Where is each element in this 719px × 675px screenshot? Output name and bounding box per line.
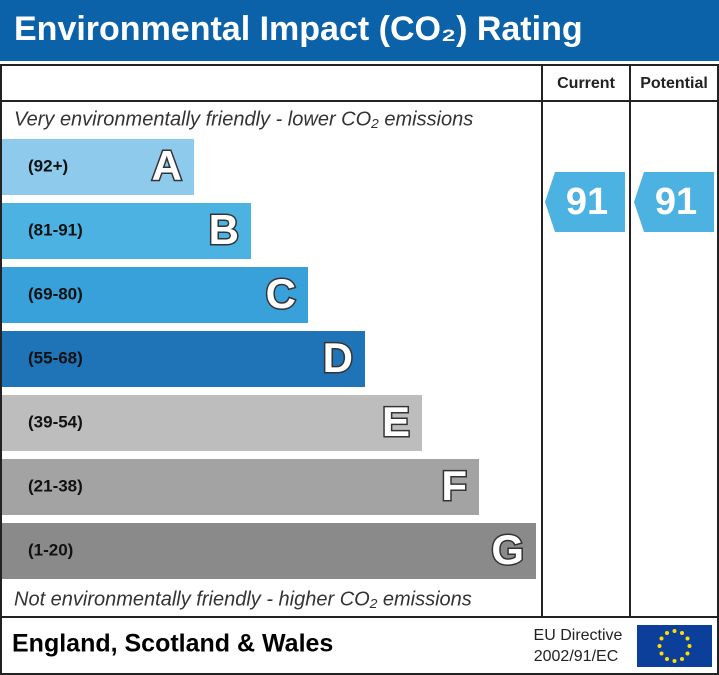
band-letter: D bbox=[323, 334, 353, 381]
band-range: (69-80) bbox=[28, 284, 83, 303]
region: England, Scotland & Wales bbox=[12, 630, 333, 658]
band-range: (81-91) bbox=[28, 220, 83, 239]
band-letter: B bbox=[209, 206, 239, 253]
band-letter: A bbox=[152, 142, 182, 189]
star bbox=[672, 659, 677, 663]
star bbox=[659, 636, 664, 641]
rating-band bbox=[2, 139, 194, 195]
rating-band bbox=[2, 331, 365, 387]
star bbox=[657, 644, 662, 648]
column-header: Potential bbox=[640, 75, 708, 92]
band-range: (92+) bbox=[28, 156, 68, 175]
band-letter: C bbox=[266, 270, 296, 317]
rating-band bbox=[2, 459, 479, 515]
band-range: (55-68) bbox=[28, 348, 83, 367]
rating-band bbox=[2, 267, 308, 323]
rating-value: 91 bbox=[655, 181, 697, 223]
band-letter: F bbox=[441, 462, 467, 509]
star bbox=[672, 629, 677, 633]
band-range: (21-38) bbox=[28, 476, 83, 495]
rating-band bbox=[2, 395, 422, 451]
band-letter: E bbox=[382, 398, 410, 445]
rating-marker bbox=[634, 172, 714, 232]
directive: EU Directive bbox=[534, 627, 623, 644]
chart-title: Environmental Impact (CO₂) Rating bbox=[14, 10, 583, 48]
title-bar bbox=[0, 0, 719, 61]
band-letter: G bbox=[491, 526, 524, 573]
bottom-note: Not environmentally friendly - higher CO… bbox=[14, 588, 472, 610]
star bbox=[680, 656, 684, 661]
star bbox=[685, 636, 690, 641]
column-header: Current bbox=[557, 75, 615, 92]
top-note: Very environmentally friendly - lower CO… bbox=[14, 108, 473, 130]
star bbox=[659, 651, 664, 656]
star bbox=[680, 631, 684, 636]
star bbox=[687, 644, 692, 648]
star bbox=[665, 656, 669, 661]
rating-marker bbox=[545, 172, 625, 232]
rating-value: 91 bbox=[566, 181, 608, 223]
directive: 2002/91/EC bbox=[534, 648, 619, 665]
eu-flag bbox=[637, 625, 712, 667]
band-range: (39-54) bbox=[28, 412, 83, 431]
star bbox=[685, 651, 690, 656]
rating-band bbox=[2, 203, 251, 259]
star bbox=[665, 631, 669, 636]
band-range: (1-20) bbox=[28, 540, 73, 559]
frame bbox=[0, 64, 719, 675]
rating-band bbox=[2, 523, 536, 579]
